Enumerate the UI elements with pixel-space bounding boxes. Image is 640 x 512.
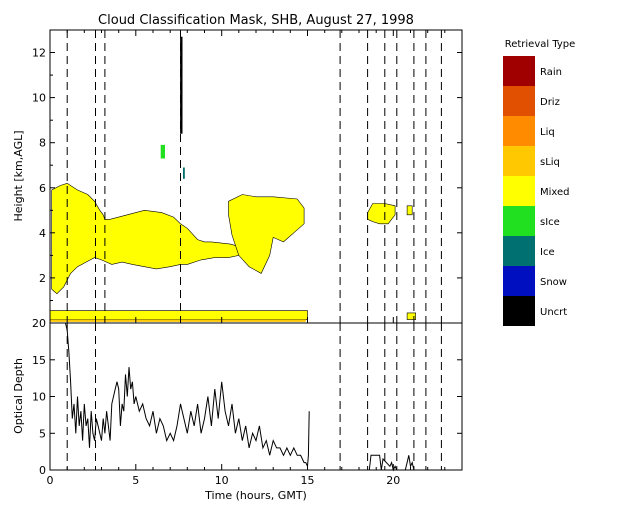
mask-region-mixed-2 xyxy=(367,203,396,225)
mask-region-sice-7 xyxy=(160,144,165,159)
legend-label-liq: Liq xyxy=(540,127,555,138)
mask-regions xyxy=(49,36,417,322)
legend-swatch-mixed xyxy=(503,176,535,206)
legend-title: Retrieval Type xyxy=(505,39,576,50)
optical-depth-x-ticks: 0 5 10 15 20 xyxy=(47,30,446,487)
legend-label-rain: Rain xyxy=(540,67,562,78)
mask-y-tick-label: 10 xyxy=(32,92,46,105)
optical-depth-dashed-lines xyxy=(66,323,442,470)
legend-swatch-rain xyxy=(503,56,535,86)
mask-y-tick-label: 2 xyxy=(39,272,46,285)
legend-label-mixed: Mixed xyxy=(540,187,570,198)
optical-depth-y-tick-label: 15 xyxy=(32,354,46,367)
legend-swatch-snow xyxy=(503,266,535,296)
legend-label-snow: Snow xyxy=(540,277,567,288)
mask-region-mixed-5 xyxy=(406,312,417,320)
mask-region-sliq-6 xyxy=(50,319,306,322)
chart-title: Cloud Classification Mask, SHB, August 2… xyxy=(98,13,414,28)
optical-depth-y-ticks: 0 5 10 15 20 xyxy=(32,317,462,477)
legend-items: Rain Driz Liq sLiq Mixed sIce Ice Snow Uncrt xyxy=(503,56,570,326)
mask-y-tick-label: 8 xyxy=(39,137,46,150)
mask-y-tick-label: 12 xyxy=(32,47,46,60)
optical-depth-y-tick-label: 20 xyxy=(32,317,46,330)
x-tick-label: 10 xyxy=(215,474,229,487)
optical-depth-y-tick-label: 5 xyxy=(39,427,46,440)
mask-region-ice-9 xyxy=(183,167,185,179)
mask-y-tick-label: 4 xyxy=(39,227,46,240)
legend-swatch-sice xyxy=(503,206,535,236)
mask-region-mixed-1 xyxy=(228,194,305,274)
optical-depth-series xyxy=(65,322,415,472)
legend-swatch-uncrt xyxy=(503,296,535,326)
mask-y-axis-label: Height [km,AGL] xyxy=(12,130,25,221)
x-tick-label: 15 xyxy=(301,474,315,487)
optical-depth-y-axis-label: Optical Depth xyxy=(12,358,25,434)
x-tick-label: 5 xyxy=(132,474,139,487)
mask-dashed-lines xyxy=(66,30,442,323)
legend-label-ice: Ice xyxy=(540,247,555,258)
x-axis-label: Time (hours, GMT) xyxy=(204,489,307,502)
mask-region-mixed-3 xyxy=(406,205,413,216)
optical-depth-line-1 xyxy=(368,454,415,472)
optical-depth-line-0 xyxy=(65,322,310,469)
legend-label-driz: Driz xyxy=(540,97,560,108)
legend-swatch-sliq xyxy=(503,146,535,176)
legend-label-uncrt: Uncrt xyxy=(540,307,567,318)
optical-depth-panel: 0 5 10 15 20 0 5 10 15 20 Optical Depth Time (ho… xyxy=(12,30,463,502)
mask-y-tick-label: 6 xyxy=(39,182,46,195)
optical-depth-y-tick-label: 10 xyxy=(32,391,46,404)
mask-y-ticks: 2 4 6 8 10 12 xyxy=(32,47,462,301)
optical-depth-y-tick-label: 0 xyxy=(39,464,46,477)
legend-swatch-driz xyxy=(503,86,535,116)
mask-region-mixed-4 xyxy=(49,310,308,320)
x-tick-label: 0 xyxy=(47,474,54,487)
legend-swatch-ice xyxy=(503,236,535,266)
legend-label-sice: sIce xyxy=(540,217,560,228)
legend-label-sliq: sLiq xyxy=(540,157,560,168)
legend: Retrieval Type Rain Driz Liq sLiq Mixed sIce I… xyxy=(503,39,575,326)
legend-swatch-liq xyxy=(503,116,535,146)
x-tick-label: 20 xyxy=(386,474,400,487)
